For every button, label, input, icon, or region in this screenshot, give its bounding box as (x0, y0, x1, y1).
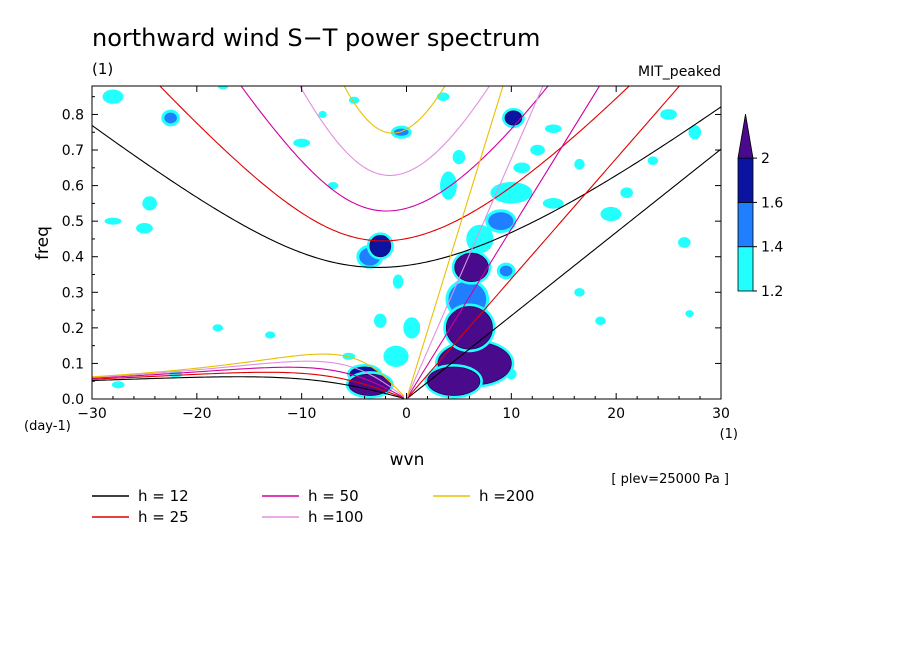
x-unit-label: (1) (720, 427, 738, 442)
power-contour-42 (544, 124, 562, 133)
colorbar-arrow (737, 114, 754, 159)
legend-label-3: h =100 (308, 508, 363, 526)
power-contour-44 (217, 86, 229, 90)
power-contour-7 (369, 234, 392, 258)
power-contour-20 (136, 222, 153, 234)
power-contour-34 (595, 316, 606, 326)
colorbar-segment-0 (737, 246, 754, 292)
x-tick-label: 10 (502, 406, 520, 422)
kelvin-curve-1 (406, 86, 681, 399)
power-contour-33 (574, 288, 585, 297)
power-contour-27 (600, 206, 622, 222)
power-contour-51 (499, 265, 513, 277)
y-tick-label: 0.7 (62, 143, 84, 159)
power-contour-26 (542, 198, 564, 209)
colorbar: 1.2 1.4 1.6 2 (737, 114, 783, 300)
axis-ticks: −30 −20 −10 0 10 20 30 0.0 0.1 0.2 0.3 0.4 0.5 0.6 0.7… (62, 86, 730, 422)
rossby-curve-2 (92, 366, 405, 399)
y-tick-label: 0.2 (62, 321, 84, 337)
gravity-curve-3 (299, 86, 491, 176)
legend-label-0: h = 12 (138, 487, 189, 505)
power-contour-24 (392, 274, 404, 289)
colorbar-segment-2 (737, 157, 754, 203)
gravity-curve-2 (240, 86, 549, 212)
kelvin-curve-4 (405, 86, 504, 399)
gravity-curve-1 (159, 86, 631, 242)
colorbar-segment-1 (737, 201, 754, 248)
power-contour-19 (104, 217, 122, 225)
y-tick-label: 0.6 (62, 179, 84, 195)
kelvin-curve-0 (406, 148, 721, 399)
rossby-curve-1 (92, 371, 405, 399)
rossby-curve-4 (92, 353, 405, 397)
power-contour-18 (102, 89, 124, 104)
y-axis-label: freq (33, 226, 53, 260)
power-contour-37 (293, 138, 311, 148)
power-contour-43 (647, 156, 659, 165)
power-contour-46 (318, 110, 327, 119)
power-contour-35 (212, 324, 224, 332)
plot-background (92, 86, 721, 399)
legend-label-1: h = 25 (138, 508, 189, 526)
power-contour-13 (490, 182, 533, 204)
x-tick-label: 0 (402, 406, 411, 422)
power-contour-39 (452, 150, 466, 165)
x-tick-label: −30 (77, 406, 107, 422)
power-contour-25 (530, 144, 545, 156)
power-contour-30 (678, 237, 691, 248)
power-contour-10 (164, 112, 177, 124)
x-axis-label: wvn (390, 450, 425, 470)
power-contour-41 (513, 162, 531, 174)
power-contour-32 (574, 158, 585, 170)
y-tick-label: 0.5 (62, 214, 84, 230)
power-contour-38 (327, 182, 339, 190)
legend-label-4: h =200 (479, 487, 534, 505)
legend-label-2: h = 50 (308, 487, 359, 505)
power-contour-29 (660, 109, 677, 120)
plev-footnote: [ plev=25000 Pa ] (611, 472, 729, 487)
rossby-curve-3 (92, 360, 405, 398)
kelvin-curve-3 (405, 86, 544, 399)
colorbar-label: 1.6 (761, 195, 783, 211)
y-tick-label: 0.3 (62, 285, 84, 301)
legend: h = 12 h = 25 h = 50 h =100 h =200 (92, 487, 534, 526)
y-tick-label: 0.1 (62, 356, 84, 372)
power-contour-40 (436, 92, 450, 101)
x-tick-label: 30 (712, 406, 730, 422)
chart-title: northward wind S−T power spectrum (92, 24, 540, 52)
power-contour-21 (111, 381, 125, 389)
y-tick-label: 0.8 (62, 107, 84, 123)
power-contour-31 (688, 125, 702, 140)
y-tick-label: 0.4 (62, 250, 84, 266)
power-contour-47 (685, 310, 694, 318)
y-tick-label: 0.0 (62, 392, 84, 408)
y-unit-label: (day-1) (24, 419, 71, 434)
dispersion-curves (92, 86, 721, 399)
power-contour-15 (383, 345, 409, 367)
units-left-label: (1) (92, 60, 113, 78)
gravity-curve-4 (343, 86, 446, 134)
colorbar-label: 2 (761, 151, 770, 167)
colorbar-label: 1.4 (761, 240, 783, 256)
power-contour-36 (264, 331, 276, 339)
x-tick-label: −10 (287, 406, 317, 422)
model-label: MIT_peaked (638, 64, 721, 80)
power-contour-28 (620, 187, 633, 199)
power-contour-14 (488, 212, 514, 231)
gravity-curve-0 (92, 106, 721, 268)
power-contour-12 (440, 171, 457, 200)
rossby-curve-0 (92, 376, 405, 399)
kelvin-curve-2 (406, 86, 601, 399)
colorbar-label: 1.2 (761, 284, 783, 300)
power-contour-4 (427, 366, 481, 396)
x-tick-label: −20 (182, 406, 212, 422)
power-contour-17 (374, 313, 387, 328)
power-contour-11 (142, 196, 157, 211)
x-tick-label: 20 (607, 406, 625, 422)
power-contour-16 (403, 317, 421, 339)
power-contour-9 (504, 110, 523, 126)
power-contour-1 (445, 306, 493, 350)
